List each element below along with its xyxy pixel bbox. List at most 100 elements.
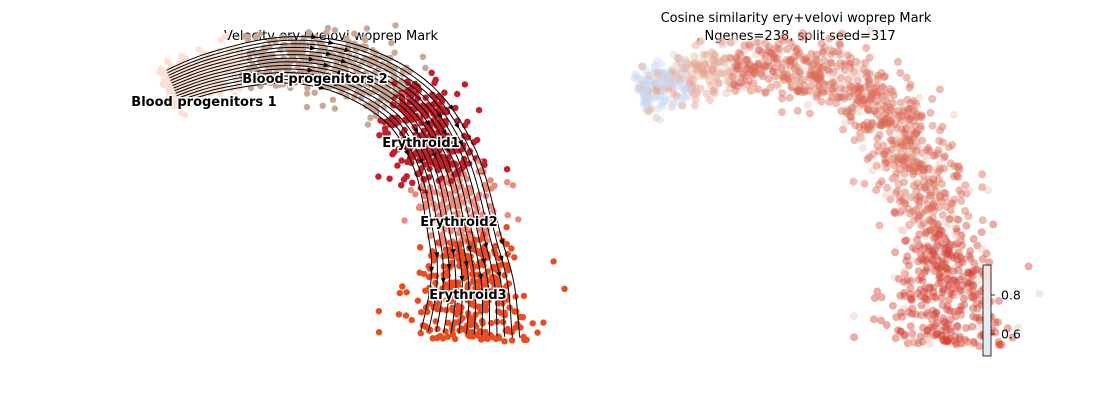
velocity-point bbox=[303, 90, 311, 97]
cosine-point bbox=[881, 147, 890, 156]
cosine-point bbox=[896, 291, 905, 300]
cosine-point bbox=[970, 259, 979, 268]
cosine-point bbox=[809, 60, 817, 69]
cosine-point bbox=[644, 75, 653, 84]
cosine-point bbox=[938, 288, 947, 297]
velocity-point bbox=[391, 80, 398, 87]
velocity-point bbox=[403, 289, 410, 296]
cosine-point bbox=[967, 270, 975, 279]
cosine-point bbox=[953, 239, 962, 248]
cosine-point bbox=[910, 151, 919, 160]
cosine-point bbox=[923, 289, 932, 298]
cosine-point bbox=[687, 87, 696, 96]
velocity-point bbox=[364, 121, 372, 128]
velocity-point bbox=[487, 319, 495, 327]
velocity-point bbox=[520, 292, 528, 300]
velocity-point bbox=[396, 289, 403, 297]
velocity-point bbox=[442, 117, 449, 125]
cosine-point bbox=[966, 247, 975, 256]
cosine-point bbox=[839, 125, 847, 134]
velocity-point bbox=[267, 79, 274, 87]
cosine-point bbox=[680, 82, 689, 91]
cosine-title-line1: Cosine similarity ery+velovi woprep Mark bbox=[661, 11, 932, 26]
cosine-point bbox=[843, 64, 852, 73]
cosine-point bbox=[896, 68, 905, 77]
streamline-arrow bbox=[429, 135, 435, 143]
cosine-point bbox=[645, 107, 654, 116]
cosine-point bbox=[938, 122, 947, 131]
velocity-point bbox=[503, 224, 510, 231]
cosine-point bbox=[930, 310, 938, 319]
velocity-point bbox=[402, 312, 410, 319]
velocity-point bbox=[508, 245, 515, 252]
cosine-point bbox=[858, 90, 867, 99]
cosine-point bbox=[897, 116, 906, 125]
cosine-point bbox=[901, 237, 909, 246]
cosine-point bbox=[907, 219, 916, 228]
cosine-point bbox=[969, 281, 978, 290]
cosine-point bbox=[858, 134, 867, 143]
velocity-point bbox=[506, 304, 513, 311]
cosine-point bbox=[883, 119, 892, 128]
velocity-point bbox=[331, 105, 339, 112]
velocity-point bbox=[540, 319, 547, 326]
cosine-point bbox=[869, 315, 878, 324]
streamline bbox=[168, 43, 506, 337]
velocity-point bbox=[248, 73, 256, 80]
cosine-point bbox=[939, 232, 948, 241]
velocity-point bbox=[384, 139, 391, 147]
cosine-point bbox=[682, 64, 691, 73]
cosine-point bbox=[950, 195, 959, 204]
cosine-point bbox=[852, 74, 861, 83]
cosine-point bbox=[954, 235, 963, 244]
streamline-arrow bbox=[320, 73, 328, 79]
cosine-point bbox=[957, 310, 966, 319]
streamline bbox=[172, 57, 477, 335]
cosine-point bbox=[779, 33, 788, 42]
velocity-point bbox=[398, 93, 405, 100]
cosine-point bbox=[817, 97, 826, 106]
cosine-point bbox=[912, 240, 921, 249]
cosine-point bbox=[994, 296, 1003, 305]
velocity-point bbox=[182, 111, 189, 119]
cosine-point bbox=[895, 113, 904, 122]
cosine-point bbox=[901, 131, 910, 140]
cosine-point bbox=[851, 121, 860, 130]
cluster-labels: Blood progenitors 2 Blood progenitors 1 … bbox=[130, 71, 508, 305]
cosine-point bbox=[901, 144, 910, 153]
cosine-point bbox=[948, 209, 957, 218]
velocity-point bbox=[433, 334, 441, 342]
cosine-point bbox=[847, 104, 856, 113]
velocity-point bbox=[452, 104, 459, 112]
cosine-point bbox=[907, 104, 916, 113]
cosine-point bbox=[862, 44, 871, 52]
cosine-point bbox=[925, 215, 934, 224]
cluster-label-blood-progenitors-2: Blood progenitors 2 bbox=[242, 72, 387, 87]
cosine-point bbox=[872, 161, 881, 170]
cosine-point bbox=[886, 109, 894, 118]
cosine-point bbox=[969, 337, 978, 346]
cosine-point bbox=[815, 82, 824, 91]
streamline bbox=[167, 39, 513, 338]
cosine-point bbox=[858, 144, 867, 153]
cosine-point bbox=[950, 162, 959, 170]
cosine-point bbox=[919, 256, 928, 265]
velocity-point bbox=[247, 66, 255, 73]
cosine-point bbox=[677, 75, 686, 84]
velocity-point bbox=[329, 96, 337, 104]
velocity-point bbox=[474, 136, 481, 144]
cosine-point bbox=[880, 150, 889, 159]
velocity-point bbox=[422, 287, 429, 294]
streamline-arrow bbox=[309, 45, 317, 51]
cosine-point bbox=[962, 221, 971, 230]
velocity-point bbox=[444, 333, 451, 340]
cosine-point bbox=[901, 199, 910, 208]
velocity-point bbox=[428, 69, 435, 77]
velocity-point bbox=[505, 328, 512, 335]
cosine-point bbox=[660, 97, 669, 105]
cosine-point bbox=[941, 193, 950, 202]
cosine-point bbox=[902, 73, 911, 82]
cosine-point bbox=[854, 97, 863, 105]
cosine-point bbox=[977, 245, 986, 254]
velocity-points bbox=[156, 22, 568, 345]
